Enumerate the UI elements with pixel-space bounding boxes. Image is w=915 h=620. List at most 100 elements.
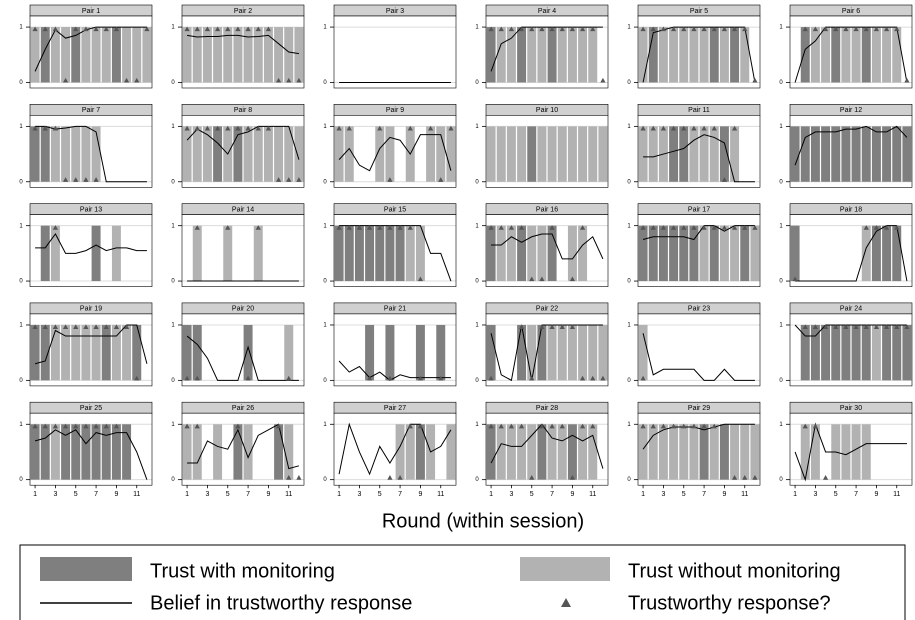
trust-bar (294, 27, 304, 83)
response-marker (204, 125, 211, 131)
panel-title: Pair 5 (690, 8, 708, 15)
trust-bar (517, 27, 527, 83)
response-marker (42, 423, 48, 429)
trust-bar (213, 27, 223, 83)
trust-bar (101, 324, 111, 381)
trust-bar (810, 324, 820, 381)
x-tick-label: 11 (741, 491, 748, 498)
response-marker (336, 125, 342, 131)
trust-bar (192, 324, 202, 381)
trust-bar (111, 225, 121, 282)
response-marker (518, 26, 525, 32)
y-tick-label: 0 (627, 80, 631, 86)
trust-bar (578, 126, 588, 182)
response-marker (812, 423, 819, 429)
panel-title: Pair 6 (842, 8, 860, 15)
trust-bar (648, 126, 658, 182)
plot-frame (29, 214, 153, 287)
x-tick-label: 5 (530, 491, 534, 498)
response-marker (184, 423, 190, 429)
trust-bar (385, 324, 395, 381)
belief-line (187, 423, 300, 470)
trust-bar (365, 225, 375, 282)
response-marker (214, 125, 221, 131)
trust-bar (253, 27, 263, 83)
response-marker (225, 225, 231, 230)
x-tick-label: 9 (874, 491, 878, 498)
trust-bar (588, 27, 598, 83)
trust-bar (719, 27, 729, 83)
trust-bar (274, 424, 284, 480)
panel-title: Pair 4 (538, 8, 556, 15)
response-marker (742, 475, 748, 480)
trust-bar (496, 225, 506, 282)
response-marker (32, 26, 38, 32)
trust-bar (223, 27, 233, 83)
trust-bar (861, 424, 871, 480)
trust-bar (91, 324, 101, 381)
x-tick-label: 7 (246, 491, 250, 498)
response-marker (245, 26, 251, 32)
y-tick-label: 1 (323, 25, 327, 31)
plot-area (182, 313, 304, 386)
trust-bar (740, 424, 750, 480)
plot-area (182, 115, 304, 188)
plot-area (182, 16, 304, 88)
trust-bar (689, 126, 699, 182)
plot-area (638, 115, 760, 188)
x-tick-label: 3 (813, 491, 817, 498)
trust-bar (861, 27, 871, 83)
response-marker (640, 375, 646, 381)
response-marker (822, 475, 829, 480)
y-tick-label: 1 (627, 323, 631, 329)
trust-bar (40, 324, 50, 381)
y-tick-label: 1 (171, 25, 175, 31)
y-tick-label: 1 (19, 422, 23, 428)
response-marker (204, 26, 211, 32)
response-marker (73, 26, 79, 32)
plot-area (30, 413, 152, 486)
trust-bar (243, 27, 253, 83)
trust-bar (719, 126, 729, 182)
x-tick-label: 9 (722, 491, 726, 498)
trust-bar (740, 225, 750, 282)
response-marker (73, 177, 79, 182)
trust-bar (658, 27, 668, 83)
response-marker (144, 26, 150, 32)
response-marker (52, 423, 59, 429)
x-tick-label: 9 (570, 491, 574, 498)
x-tick-label: 7 (94, 491, 98, 498)
belief-line (795, 225, 908, 282)
trust-bar (567, 225, 577, 282)
response-marker (397, 225, 403, 230)
panel-title: Pair 1 (82, 8, 100, 15)
response-marker (691, 423, 697, 429)
trust-bar (486, 324, 496, 381)
response-marker (113, 324, 120, 330)
x-tick-label: 1 (793, 491, 797, 498)
plot-frame (333, 313, 457, 387)
y-tick-label: 0 (779, 477, 783, 483)
response-marker (853, 26, 859, 32)
y-tick-label: 0 (779, 378, 783, 384)
trust-bar (192, 424, 202, 480)
response-marker (417, 375, 424, 381)
response-marker (275, 177, 282, 182)
panel-title: Pair 3 (386, 8, 404, 15)
response-marker (194, 375, 200, 381)
trust-bar (851, 27, 861, 83)
response-marker (742, 225, 748, 230)
trust-bar (91, 424, 101, 480)
response-marker (488, 26, 494, 32)
response-marker (498, 26, 504, 32)
belief-line (338, 360, 451, 381)
trust-bar (537, 225, 547, 282)
legend-label: Trust with monitoring (150, 560, 335, 582)
response-marker (366, 375, 373, 381)
trust-bar (40, 424, 50, 480)
x-axis-title: Round (within session) (382, 510, 584, 532)
plot-frame (29, 115, 153, 188)
response-marker (650, 423, 656, 429)
trust-bar (517, 126, 527, 182)
